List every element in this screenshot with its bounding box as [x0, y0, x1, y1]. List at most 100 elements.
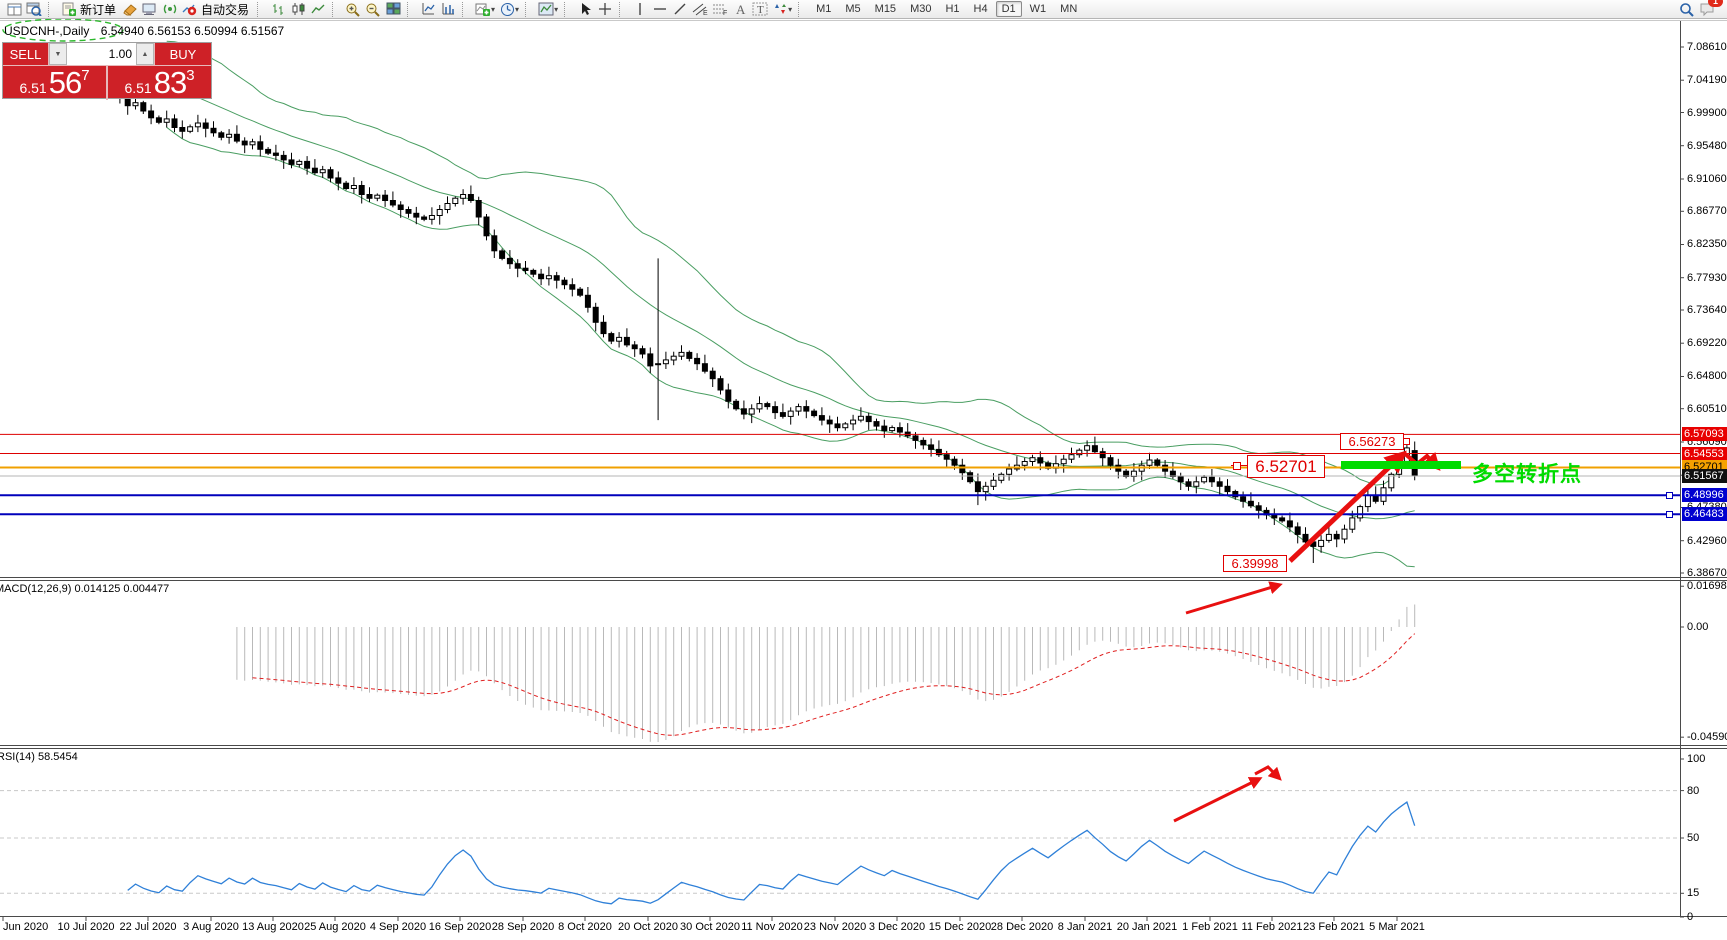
rally-arrow[interactable]: [1288, 450, 1407, 563]
price-axis-tick: 6.95480: [1687, 140, 1727, 152]
price-line-badge: 6.48996: [1682, 488, 1727, 502]
auto-trading-icon[interactable]: [180, 1, 200, 18]
high-label-handle[interactable]: [1403, 438, 1410, 445]
indicator-window-icon[interactable]: [418, 1, 438, 18]
tab-timeframe-h1[interactable]: H1: [945, 3, 960, 15]
hline-drag-handle[interactable]: [1666, 511, 1673, 518]
buy-price[interactable]: 6.51 83 3: [108, 66, 211, 100]
one-click-trading-panel: SELL ▼ ▲ BUY 6.51 56 7 6.51 83 3: [2, 42, 212, 100]
rsi-axis-tick: 50: [1687, 832, 1700, 844]
toolbar-separator: [462, 1, 470, 17]
terminal-icon[interactable]: [140, 1, 160, 18]
horizontal-level-lines[interactable]: [0, 433, 1680, 516]
macd-axis-tick: 0.00: [1687, 621, 1709, 633]
swing-high-price-label[interactable]: 6.56273: [1340, 433, 1404, 450]
charts-grid-icon[interactable]: [4, 1, 24, 18]
sell-price-pip: 7: [81, 67, 90, 84]
date-axis-label: 13 Aug 2020: [242, 921, 304, 933]
horizontal-line-tool-icon[interactable]: [650, 1, 670, 18]
price-axis-tick: 6.77930: [1687, 272, 1727, 284]
tab-timeframe-h4[interactable]: H4: [973, 3, 988, 15]
crosshair-icon[interactable]: [595, 1, 615, 18]
candlestick-mode-icon[interactable]: [288, 1, 308, 18]
volume-decrease-button[interactable]: ▼: [49, 43, 67, 65]
tab-timeframe-m30[interactable]: M30: [910, 3, 932, 15]
sell-price[interactable]: 6.51 56 7: [3, 66, 108, 100]
eraser-icon[interactable]: [120, 1, 140, 18]
news-icon[interactable]: [160, 1, 180, 18]
fibonacci-tool-icon[interactable]: F: [710, 1, 730, 18]
tile-windows-icon[interactable]: [383, 1, 403, 18]
tab-timeframe-d1[interactable]: D1: [995, 1, 1022, 17]
line-chart-mode-icon[interactable]: [308, 1, 328, 18]
svg-text:F: F: [723, 10, 727, 16]
arrows-tool-icon[interactable]: [770, 1, 790, 18]
zoom-in-icon[interactable]: [343, 1, 363, 18]
template-caret[interactable]: ▾: [554, 4, 559, 14]
pane-separator[interactable]: [0, 577, 1727, 578]
swing-low-price-label[interactable]: 6.39998: [1223, 555, 1287, 572]
notifications-icon[interactable]: 1: [1697, 0, 1723, 18]
equidistant-channel-tool-icon[interactable]: E: [690, 1, 710, 18]
strategy-tester-icon[interactable]: [24, 1, 44, 18]
date-axis-label: 8 Jan 2021: [1057, 921, 1113, 933]
rsi-up-arrow[interactable]: [1173, 777, 1263, 823]
text-tool-icon[interactable]: A: [730, 1, 750, 18]
bar-chart-mode-icon[interactable]: [268, 1, 288, 18]
pivot-price-label[interactable]: 6.52701: [1247, 455, 1325, 478]
new-order-label[interactable]: 新订单: [80, 2, 117, 17]
price-line-badge: 6.54553: [1682, 447, 1727, 461]
volume-increase-button[interactable]: ▲: [136, 43, 154, 65]
vertical-line-tool-icon[interactable]: [630, 1, 650, 18]
date-axis-label: 30 Oct 2020: [680, 921, 740, 933]
price-axis-tick: 7.04190: [1687, 74, 1727, 86]
add-indicator-caret[interactable]: ▾: [491, 4, 496, 14]
tab-timeframe-m5[interactable]: M5: [845, 3, 861, 15]
macd-up-arrow[interactable]: [1185, 581, 1283, 615]
new-order-icon[interactable]: [59, 1, 79, 18]
arrows-tool-caret[interactable]: ▾: [788, 4, 793, 14]
pivot-annotation-text: 多空转折点: [1472, 463, 1582, 486]
buy-price-pip: 3: [186, 67, 195, 84]
pane-separator[interactable]: [0, 580, 1727, 581]
pane-separator[interactable]: [0, 745, 1727, 746]
period-caret[interactable]: ▾: [515, 4, 520, 14]
sell-price-prefix: 6.51: [19, 80, 47, 96]
tab-timeframe-m15[interactable]: M15: [874, 3, 897, 15]
buy-price-prefix: 6.51: [124, 80, 152, 96]
symbol-highlight-ellipse[interactable]: [2, 18, 124, 42]
template-icon[interactable]: [536, 1, 556, 18]
indicator-window-alt-icon[interactable]: [438, 1, 458, 18]
tab-timeframe-w1[interactable]: W1: [1029, 3, 1047, 15]
cursor-icon[interactable]: [575, 1, 595, 18]
rsi-indicator-label: RSI(14) 58.5454: [0, 751, 78, 763]
zoom-out-icon[interactable]: [363, 1, 383, 18]
date-axis-label: 4 Sep 2020: [369, 921, 427, 933]
buy-button[interactable]: BUY: [155, 43, 211, 65]
date-axis-label: 23 Feb 2021: [1303, 921, 1365, 933]
pivot-zone-band[interactable]: [1341, 461, 1461, 469]
hline-drag-handle[interactable]: [1666, 492, 1673, 499]
period-clock-icon[interactable]: [497, 1, 517, 18]
auto-trading-label[interactable]: 自动交易: [201, 2, 250, 17]
timeframe-bar: M1 M5 M15 M30 H1 H4 D1 W1 MN: [809, 1, 1084, 17]
rsi-axis-tick: 0: [1687, 911, 1694, 923]
tab-timeframe-m1[interactable]: M1: [816, 3, 832, 15]
date-axis-label: 20 Jan 2021: [1116, 921, 1178, 933]
candles: [15, 50, 1418, 563]
price-axis-tick: 6.69220: [1687, 337, 1727, 349]
text-label-tool-icon[interactable]: T: [750, 1, 770, 18]
sell-button[interactable]: SELL: [3, 43, 48, 65]
svg-text:T: T: [757, 4, 764, 16]
date-axis-label: 16 Sep 2020: [428, 921, 492, 933]
macd-indicator: [236, 604, 1416, 742]
trendline-tool-icon[interactable]: [670, 1, 690, 18]
add-indicator-icon[interactable]: [473, 1, 493, 18]
search-icon[interactable]: [1677, 1, 1697, 18]
rsi-zigzag-arrow[interactable]: [1254, 765, 1282, 781]
volume-input[interactable]: [67, 43, 136, 65]
tab-timeframe-mn[interactable]: MN: [1060, 3, 1078, 15]
pane-separator[interactable]: [0, 748, 1727, 749]
pivot-label-handle[interactable]: [1233, 462, 1241, 470]
